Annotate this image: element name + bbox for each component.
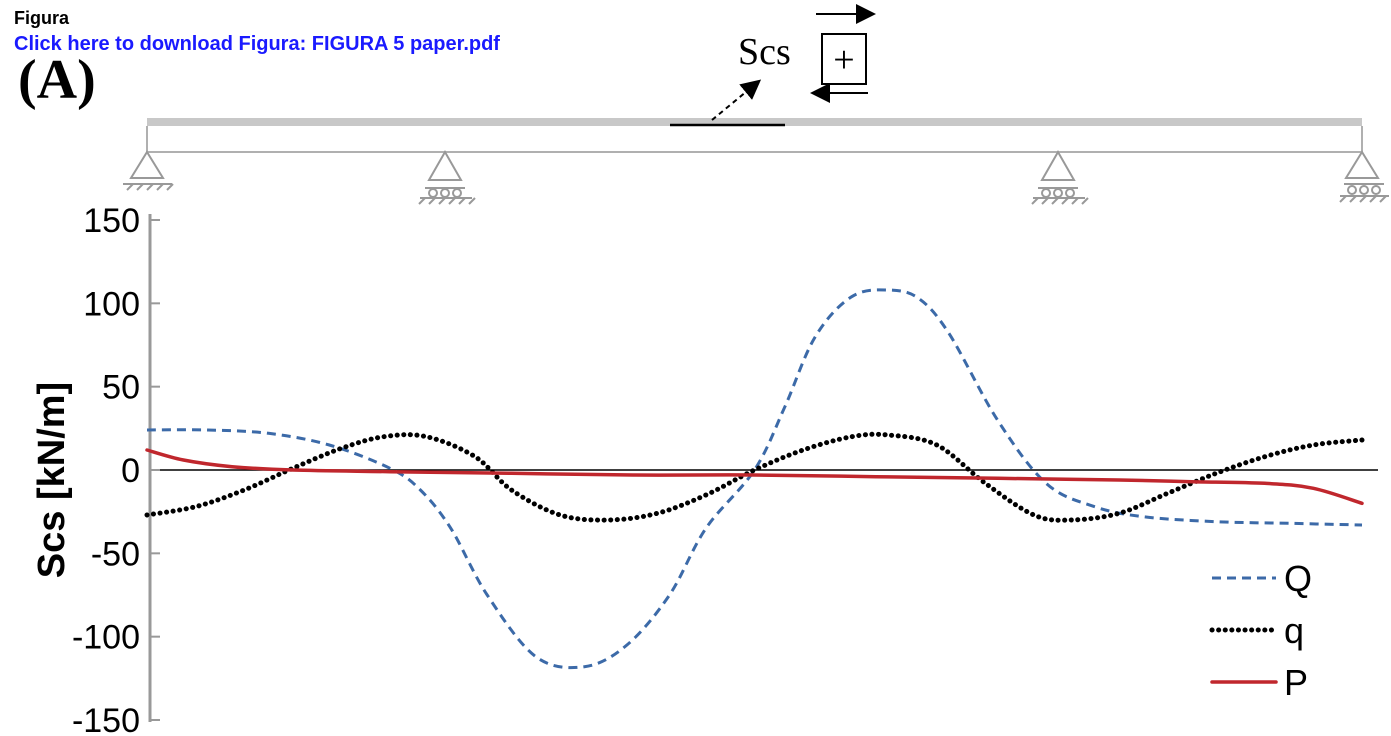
series-line-P [145, 448, 1364, 506]
support-pinned-2 [418, 149, 476, 205]
download-link[interactable]: Click here to download Figura: FIGURA 5 … [14, 33, 500, 55]
beam-slab [147, 118, 1362, 126]
y-tick-label: 50 [102, 369, 140, 407]
panel-label: (A) [18, 49, 96, 111]
series-line-Q [146, 288, 1363, 670]
sign-convention-box [821, 33, 867, 85]
legend-label-P: P [1284, 662, 1308, 703]
y-tick-label: 150 [83, 202, 140, 240]
y-tick-labels: 150 100 50 0 -50 -100 -150 [72, 202, 160, 736]
y-tick-label: 0 [121, 452, 140, 490]
sign-convention-sign: + [833, 39, 854, 81]
legend-label-q: q [1284, 610, 1304, 651]
support-roller-3 [1031, 149, 1089, 205]
chart-axes [148, 214, 1378, 722]
beam-diagram: Scs + [123, 4, 1389, 205]
support-pinned-left [123, 150, 174, 191]
support-roller-right [1339, 150, 1389, 203]
sign-convention-label: Scs [738, 31, 791, 73]
y-tick-label: -50 [91, 535, 140, 573]
legend-label-Q: Q [1284, 558, 1312, 599]
legend: QqP [1209, 558, 1312, 703]
series-lines [144, 288, 1365, 670]
series-line-q [144, 431, 1365, 523]
y-tick-label: 100 [83, 285, 140, 323]
figure-header-title: Figura [14, 8, 70, 28]
y-tick-label: -100 [72, 619, 140, 657]
section-pointer-arrow [711, 79, 762, 121]
y-axis-label: Scs [kN/m] [31, 382, 73, 578]
y-tick-label: -150 [72, 702, 140, 736]
